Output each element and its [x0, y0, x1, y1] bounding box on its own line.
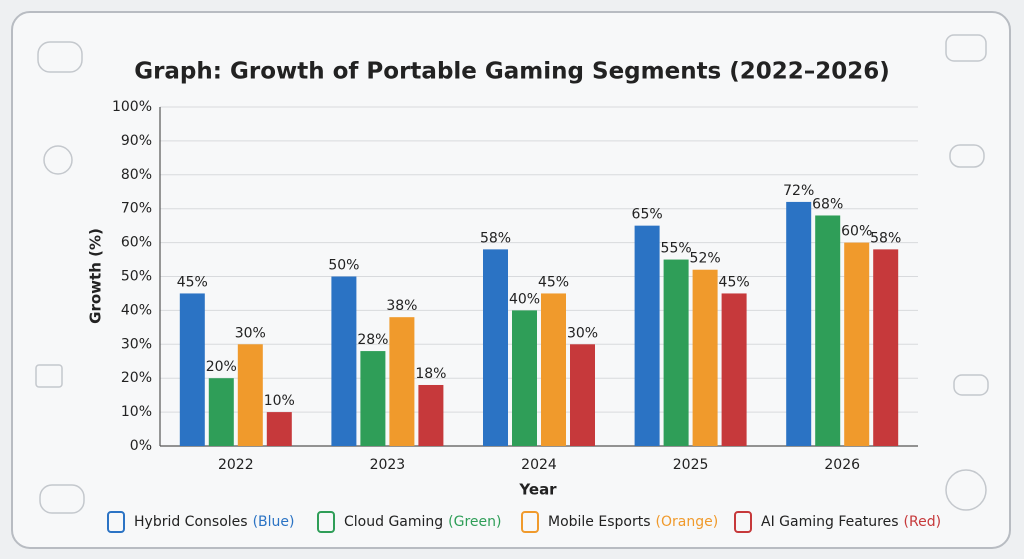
x-tick-label: 2023	[370, 457, 406, 473]
legend-entry: AI Gaming Features (Red)	[761, 514, 941, 530]
y-tick-label: 10%	[121, 404, 152, 420]
legend-name: AI Gaming Features	[761, 514, 899, 530]
value-label: 18%	[415, 366, 446, 382]
chart-title: Graph: Growth of Portable Gaming Segment…	[134, 59, 890, 85]
y-tick-label: 60%	[121, 235, 152, 251]
value-label: 30%	[235, 325, 266, 341]
value-label: 10%	[264, 393, 295, 409]
bar	[483, 249, 508, 446]
y-tick-label: 100%	[112, 99, 152, 115]
bar	[418, 384, 444, 446]
value-label: 58%	[480, 230, 511, 246]
bar	[266, 412, 292, 446]
legend-entry: Hybrid Consoles (Blue)	[134, 514, 294, 530]
value-label: 40%	[509, 291, 540, 307]
y-tick-label: 90%	[121, 133, 152, 149]
legend-swatch	[317, 511, 335, 533]
value-label: 58%	[870, 230, 901, 246]
value-label: 38%	[386, 298, 417, 314]
bar	[663, 259, 689, 446]
legend-name: Cloud Gaming	[344, 514, 443, 530]
y-tick-label: 40%	[121, 302, 152, 318]
legend-entry: Cloud Gaming (Green)	[344, 514, 501, 530]
y-tick-label: 50%	[121, 269, 152, 285]
value-label: 20%	[206, 359, 237, 375]
bar	[844, 242, 870, 446]
bar	[873, 249, 899, 446]
value-label: 60%	[841, 224, 872, 240]
bar	[541, 293, 566, 446]
bar	[721, 293, 747, 446]
bar	[815, 215, 841, 446]
decoration	[35, 34, 989, 514]
bar	[389, 317, 415, 446]
x-tick-label: 2025	[673, 457, 709, 473]
x-tick-label: 2024	[521, 457, 557, 473]
legend-color-label: (Blue)	[253, 514, 295, 530]
bar	[208, 378, 234, 446]
legend-name: Mobile Esports	[548, 514, 651, 530]
y-tick-label: 0%	[130, 438, 152, 454]
legend-entry: Mobile Esports (Orange)	[548, 514, 718, 530]
value-label: 30%	[567, 325, 598, 341]
value-label: 45%	[538, 274, 569, 290]
legend-color-label: (Green)	[448, 514, 501, 530]
value-label: 28%	[357, 332, 388, 348]
y-tick-label: 20%	[121, 370, 152, 386]
bar	[512, 310, 537, 446]
legend-swatch	[521, 511, 539, 533]
bar	[692, 269, 718, 446]
y-tick-label: 70%	[121, 201, 152, 217]
legend-color-label: (Orange)	[656, 514, 719, 530]
legend-swatch	[107, 511, 125, 533]
y-tick-label: 80%	[121, 167, 152, 183]
legend-swatch	[734, 511, 752, 533]
legend-color-label: (Red)	[904, 514, 942, 530]
value-label: 68%	[812, 196, 843, 212]
y-axis-label: Growth (%)	[87, 228, 105, 324]
bar	[786, 201, 812, 446]
x-axis-label: Year	[518, 481, 557, 499]
legend-name: Hybrid Consoles	[134, 514, 248, 530]
bar	[634, 225, 660, 446]
value-label: 55%	[661, 241, 692, 257]
bar	[237, 344, 263, 446]
value-label: 65%	[632, 207, 663, 223]
y-tick-label: 30%	[121, 336, 152, 352]
bar	[360, 351, 386, 446]
value-label: 72%	[783, 183, 814, 199]
x-tick-label: 2022	[218, 457, 254, 473]
bar	[179, 293, 205, 446]
bar	[570, 344, 595, 446]
value-label: 52%	[690, 251, 721, 267]
value-label: 50%	[328, 258, 359, 274]
bar	[331, 276, 357, 446]
value-label: 45%	[719, 274, 750, 290]
value-label: 45%	[177, 274, 208, 290]
x-tick-label: 2026	[824, 457, 860, 473]
